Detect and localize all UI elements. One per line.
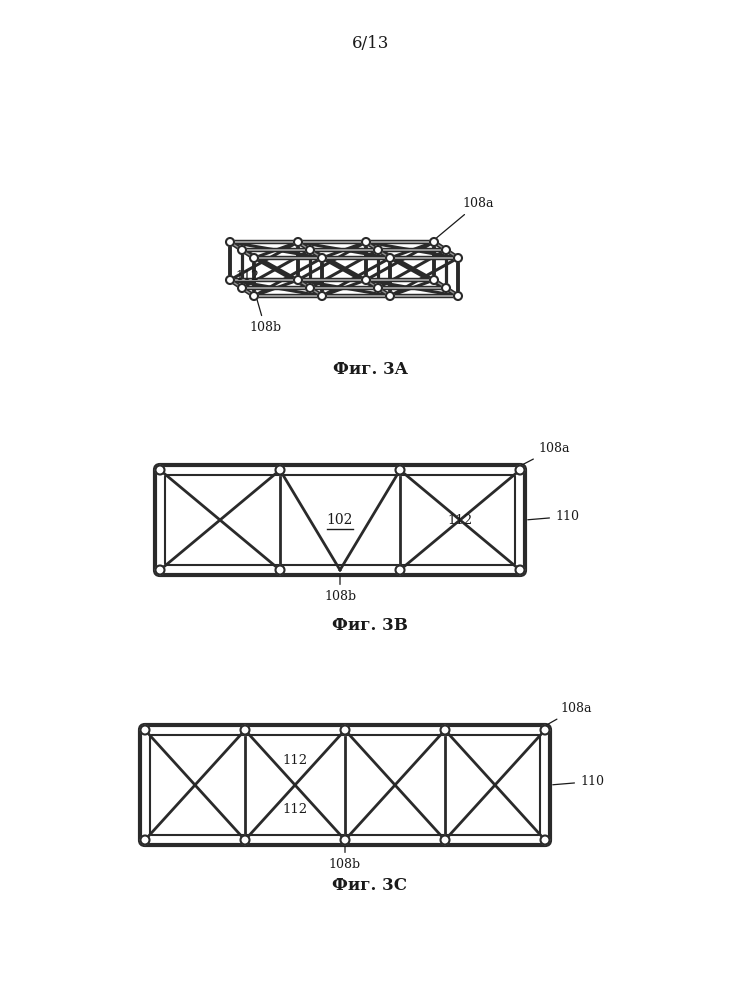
Circle shape — [386, 254, 394, 262]
Circle shape — [250, 254, 258, 262]
Text: Фиг. 3A: Фиг. 3A — [333, 361, 407, 378]
Circle shape — [294, 238, 302, 246]
Circle shape — [362, 276, 370, 284]
Circle shape — [241, 836, 250, 844]
Text: 108a: 108a — [436, 197, 493, 238]
Circle shape — [318, 254, 326, 262]
Circle shape — [226, 276, 234, 284]
Circle shape — [374, 284, 382, 292]
Text: 108a: 108a — [545, 702, 591, 726]
Circle shape — [276, 466, 285, 475]
Text: Фиг. 3B: Фиг. 3B — [332, 616, 408, 634]
FancyBboxPatch shape — [155, 465, 525, 575]
Text: 112: 112 — [236, 270, 260, 283]
Circle shape — [516, 566, 525, 574]
Text: 108b: 108b — [249, 299, 281, 334]
Circle shape — [442, 284, 450, 292]
Circle shape — [454, 292, 462, 300]
Circle shape — [250, 292, 258, 300]
Text: 6/13: 6/13 — [352, 35, 389, 52]
Circle shape — [340, 726, 349, 734]
Circle shape — [430, 276, 438, 284]
Text: 112: 112 — [447, 514, 473, 526]
Text: 108b: 108b — [329, 846, 361, 871]
Circle shape — [374, 246, 382, 254]
Circle shape — [306, 246, 314, 254]
Text: 112: 112 — [282, 754, 308, 767]
Circle shape — [395, 566, 404, 574]
Circle shape — [441, 726, 450, 734]
Circle shape — [140, 836, 149, 844]
Circle shape — [241, 726, 250, 734]
Circle shape — [386, 292, 394, 300]
Circle shape — [540, 726, 550, 734]
Text: Фиг. 3C: Фиг. 3C — [333, 876, 407, 894]
Circle shape — [395, 466, 404, 475]
Circle shape — [238, 246, 246, 254]
Circle shape — [306, 284, 314, 292]
Circle shape — [540, 836, 550, 844]
Circle shape — [140, 726, 149, 734]
Circle shape — [441, 836, 450, 844]
Circle shape — [454, 254, 462, 262]
Circle shape — [340, 836, 349, 844]
Circle shape — [226, 238, 234, 246]
Circle shape — [430, 238, 438, 246]
Text: 110: 110 — [528, 510, 579, 523]
Circle shape — [155, 466, 164, 475]
Circle shape — [155, 566, 164, 574]
Circle shape — [294, 276, 302, 284]
Text: 108b: 108b — [324, 576, 356, 603]
Text: 108a: 108a — [520, 442, 569, 466]
Text: 110: 110 — [553, 775, 604, 788]
Text: 112: 112 — [282, 803, 308, 816]
Circle shape — [442, 246, 450, 254]
Circle shape — [318, 292, 326, 300]
Circle shape — [238, 284, 246, 292]
Circle shape — [276, 566, 285, 574]
Circle shape — [362, 238, 370, 246]
Text: 102: 102 — [327, 513, 353, 527]
Circle shape — [516, 466, 525, 475]
FancyBboxPatch shape — [140, 725, 550, 845]
